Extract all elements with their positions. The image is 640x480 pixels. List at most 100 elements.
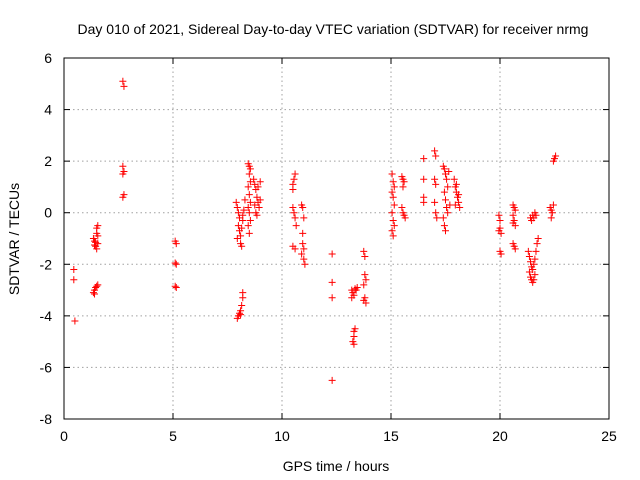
data-point bbox=[549, 201, 557, 209]
data-point bbox=[328, 278, 336, 286]
data-point bbox=[251, 201, 259, 209]
data-point bbox=[232, 198, 240, 206]
data-point bbox=[432, 152, 440, 160]
data-point bbox=[253, 211, 261, 219]
y-tick-label: -6 bbox=[40, 359, 53, 375]
x-tick-label: 25 bbox=[601, 428, 617, 444]
data-point bbox=[496, 216, 504, 224]
x-tick-label: 10 bbox=[274, 428, 290, 444]
data-point bbox=[389, 232, 397, 240]
data-point bbox=[94, 240, 102, 248]
data-point bbox=[432, 209, 440, 217]
data-point bbox=[552, 152, 560, 160]
data-point bbox=[531, 255, 539, 263]
data-point bbox=[250, 175, 258, 183]
data-point bbox=[509, 211, 517, 219]
data-point bbox=[495, 227, 503, 235]
data-point bbox=[532, 211, 540, 219]
data-point bbox=[440, 165, 448, 173]
y-tick-label: -8 bbox=[40, 411, 53, 427]
data-point bbox=[246, 165, 254, 173]
data-point bbox=[245, 209, 253, 217]
data-point bbox=[239, 289, 247, 297]
data-point bbox=[455, 191, 463, 199]
data-point bbox=[431, 175, 439, 183]
data-point bbox=[292, 222, 300, 230]
data-point bbox=[388, 209, 396, 217]
data-point bbox=[237, 311, 245, 319]
data-point bbox=[360, 247, 368, 255]
data-point bbox=[172, 260, 180, 268]
grid bbox=[64, 58, 609, 419]
y-tick-label: -2 bbox=[40, 256, 53, 272]
data-point bbox=[245, 170, 253, 178]
data-point bbox=[399, 183, 407, 191]
data-point bbox=[300, 214, 308, 222]
data-point bbox=[172, 283, 180, 291]
data-point bbox=[389, 216, 397, 224]
data-point bbox=[244, 204, 252, 212]
data-point bbox=[360, 281, 368, 289]
data-point bbox=[300, 255, 308, 263]
data-point bbox=[400, 178, 408, 186]
data-point bbox=[71, 317, 79, 325]
data-point bbox=[238, 302, 246, 310]
data-point bbox=[93, 245, 101, 253]
data-point bbox=[246, 216, 254, 224]
y-tick-label: 2 bbox=[44, 153, 52, 169]
data-point bbox=[299, 240, 307, 248]
data-point bbox=[94, 222, 102, 230]
data-point bbox=[172, 240, 180, 248]
data-point bbox=[328, 250, 336, 258]
y-tick-label: 0 bbox=[44, 205, 52, 221]
data-point bbox=[233, 204, 241, 212]
data-point bbox=[509, 219, 517, 227]
data-point bbox=[390, 222, 398, 230]
data-point bbox=[532, 247, 540, 255]
data-point bbox=[443, 175, 451, 183]
data-point bbox=[361, 253, 369, 261]
data-point bbox=[119, 162, 127, 170]
data-point bbox=[440, 222, 448, 230]
data-point bbox=[525, 268, 533, 276]
data-point bbox=[245, 191, 253, 199]
data-point bbox=[301, 260, 309, 268]
data-point bbox=[291, 214, 299, 222]
x-tick-label: 20 bbox=[492, 428, 508, 444]
data-point bbox=[256, 196, 264, 204]
data-point bbox=[444, 183, 452, 191]
data-point bbox=[246, 198, 254, 206]
data-point bbox=[420, 155, 428, 163]
data-point bbox=[328, 294, 336, 302]
data-point bbox=[390, 201, 398, 209]
data-point bbox=[445, 167, 453, 175]
data-point bbox=[255, 204, 263, 212]
data-point bbox=[328, 376, 336, 384]
data-point bbox=[495, 211, 503, 219]
data-point bbox=[534, 235, 542, 242]
data-point bbox=[361, 271, 369, 279]
data-point bbox=[398, 204, 406, 212]
data-point bbox=[431, 198, 439, 206]
data-point bbox=[389, 178, 397, 186]
data-point bbox=[456, 204, 464, 212]
data-point bbox=[511, 206, 519, 214]
data-point bbox=[244, 222, 252, 230]
x-axis-label: GPS time / hours bbox=[283, 458, 390, 474]
data-point bbox=[388, 227, 396, 235]
data-point bbox=[289, 186, 297, 194]
data-point bbox=[531, 271, 539, 279]
data-point bbox=[525, 253, 533, 261]
data-point bbox=[290, 209, 298, 217]
data-point bbox=[420, 175, 428, 183]
data-point bbox=[439, 214, 447, 222]
plot-frame bbox=[63, 57, 610, 420]
data-point bbox=[254, 183, 262, 191]
data-point bbox=[234, 209, 242, 217]
data-point bbox=[119, 170, 127, 178]
data-point bbox=[120, 82, 128, 90]
data-point bbox=[497, 250, 505, 258]
x-tick-label: 5 bbox=[169, 428, 177, 444]
data-point bbox=[432, 180, 440, 188]
